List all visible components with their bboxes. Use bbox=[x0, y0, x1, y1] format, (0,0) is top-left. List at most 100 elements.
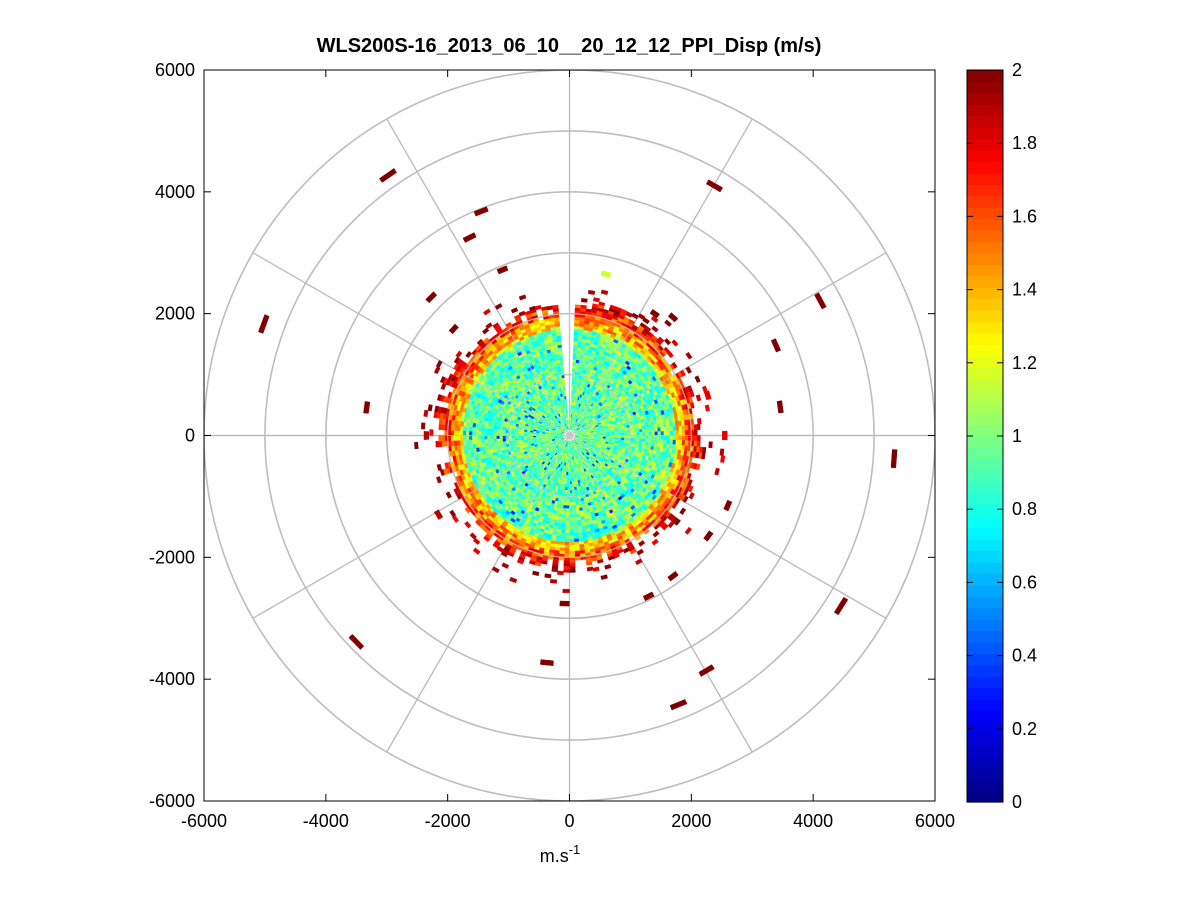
ppi-cell bbox=[565, 520, 570, 524]
ppi-cell bbox=[493, 438, 497, 443]
ppi-rim-cell bbox=[650, 315, 659, 323]
ppi-cell bbox=[572, 356, 577, 360]
ppi-rim-cell bbox=[600, 289, 609, 296]
ppi-cell bbox=[529, 436, 534, 440]
ppi-cell bbox=[645, 435, 649, 440]
ppi-cell bbox=[607, 555, 615, 561]
ppi-cell bbox=[675, 435, 680, 441]
ppi-cell bbox=[511, 437, 516, 441]
ppi-cell bbox=[678, 435, 683, 441]
ppi-rim-cell bbox=[685, 351, 693, 360]
ppi-cell bbox=[441, 440, 446, 447]
ppi-cell bbox=[493, 425, 498, 430]
ppi-cell bbox=[663, 431, 668, 436]
ppi-cell bbox=[660, 427, 664, 432]
ppi-cell bbox=[644, 441, 649, 446]
ppi-cell bbox=[572, 505, 577, 509]
ppi-rim-cell bbox=[652, 530, 660, 538]
ppi-cell bbox=[576, 353, 581, 358]
ppi-rim-cell bbox=[642, 317, 650, 325]
ppi-cell bbox=[441, 424, 446, 431]
ppi-cell bbox=[666, 435, 671, 441]
ppi-cell bbox=[564, 535, 570, 540]
ppi-cell bbox=[654, 427, 658, 432]
ppi-rim-cell bbox=[420, 422, 426, 430]
ppi-cell bbox=[496, 425, 501, 430]
ppi-cell bbox=[574, 547, 580, 552]
ppi-cell bbox=[569, 547, 575, 552]
ppi-rim-cell bbox=[581, 298, 588, 303]
ppi-cell bbox=[468, 430, 473, 436]
ppi-cell bbox=[468, 439, 473, 445]
ppi-cell bbox=[623, 437, 628, 441]
ppi-cell bbox=[650, 442, 655, 447]
ppi-cell bbox=[689, 402, 695, 409]
ppi-cell bbox=[575, 504, 580, 509]
ppi-rim-cell bbox=[694, 375, 701, 383]
ppi-cell bbox=[651, 438, 655, 444]
ppi-cell bbox=[487, 424, 492, 429]
ppi-cell bbox=[574, 489, 578, 494]
ppi-cell bbox=[520, 431, 525, 434]
ppi-cell bbox=[572, 502, 576, 506]
ppi-cell bbox=[563, 499, 567, 503]
ppi-cell bbox=[558, 513, 563, 518]
ppi-cell bbox=[572, 353, 577, 357]
ppi-cell bbox=[671, 361, 678, 369]
ppi-cell bbox=[647, 442, 652, 447]
ppi-cell bbox=[638, 441, 643, 446]
ppi-cell bbox=[602, 432, 607, 435]
ppi-cell bbox=[663, 435, 668, 440]
ppi-cell bbox=[453, 440, 458, 446]
ppi-cell bbox=[481, 439, 485, 444]
ppi-cell bbox=[557, 519, 563, 524]
ppi-cell bbox=[656, 423, 661, 428]
ppi-cell bbox=[645, 438, 649, 443]
ppi-cell bbox=[481, 431, 485, 436]
ppi-cell bbox=[450, 430, 455, 436]
ppi-cell bbox=[571, 486, 575, 491]
ppi-cell bbox=[657, 431, 662, 436]
ppi-cell bbox=[475, 427, 479, 432]
ppi-cell bbox=[487, 435, 491, 440]
ppi-cell bbox=[577, 522, 582, 527]
ppi-cell bbox=[638, 425, 643, 430]
ppi-cell bbox=[565, 514, 570, 518]
ppi-cell bbox=[532, 436, 537, 439]
ppi-cell bbox=[490, 435, 494, 440]
ppi-cell bbox=[478, 443, 483, 448]
ppi-cell bbox=[675, 425, 680, 431]
ppi-cell bbox=[657, 427, 661, 432]
ppi-cell bbox=[657, 435, 662, 440]
ppi-cell bbox=[672, 435, 677, 441]
ppi-cell bbox=[694, 435, 698, 442]
ppi-cell bbox=[484, 435, 488, 440]
ppi-cell bbox=[502, 438, 506, 442]
ppi-cell bbox=[671, 502, 678, 510]
ppi-cell bbox=[465, 430, 470, 436]
ppi-cell bbox=[456, 430, 461, 436]
ppi-cell bbox=[653, 442, 658, 448]
ppi-rim-cell bbox=[557, 570, 564, 576]
ppi-cell bbox=[620, 308, 628, 315]
ppi-cell bbox=[669, 435, 674, 441]
ppi-cell bbox=[572, 517, 578, 521]
ppi-cell bbox=[633, 429, 637, 433]
ppi-cell bbox=[520, 439, 525, 443]
ppi-cell bbox=[574, 550, 581, 555]
ppi-cell bbox=[484, 438, 488, 444]
ppi-cell bbox=[564, 489, 568, 494]
ppi-cell bbox=[574, 541, 580, 546]
ppi-rim-cell bbox=[688, 492, 695, 500]
ppi-rim-cell bbox=[697, 418, 702, 425]
ppi-cell bbox=[484, 431, 488, 436]
ppi-cell bbox=[511, 430, 516, 434]
ppi-rim-cell bbox=[664, 319, 672, 327]
ppi-cell bbox=[569, 569, 576, 573]
ppi-cell bbox=[453, 425, 458, 431]
ppi-rim-cell bbox=[651, 325, 659, 333]
ppi-cell bbox=[569, 529, 574, 534]
ppi-rim-cell bbox=[593, 297, 601, 303]
ppi-cell bbox=[564, 550, 570, 555]
ppi-cell bbox=[563, 502, 567, 506]
